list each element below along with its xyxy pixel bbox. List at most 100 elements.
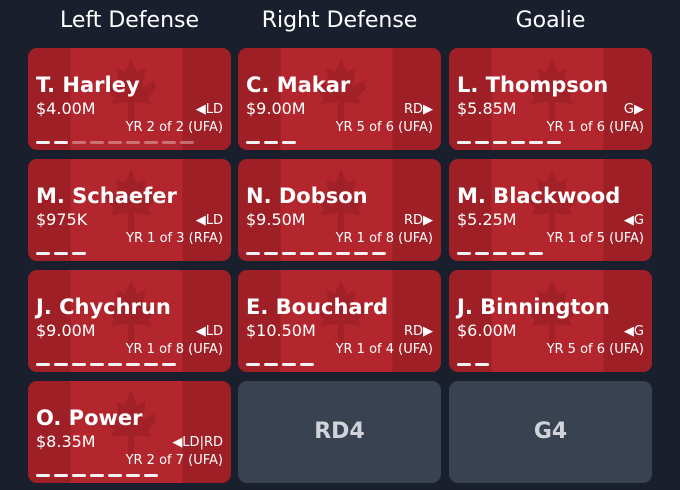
bar xyxy=(126,363,140,366)
player-card[interactable]: M. Schaefer $975K ◀LD YR 1 of 3 (RFA) xyxy=(28,159,231,261)
bar-dim xyxy=(90,141,104,144)
contract: YR 1 of 8 (UFA) xyxy=(125,342,223,357)
bar xyxy=(529,252,543,255)
contract: YR 1 of 5 (UFA) xyxy=(546,231,644,246)
player-name: M. Schaefer xyxy=(36,184,177,208)
maple-leaf xyxy=(525,167,579,237)
bar xyxy=(36,141,50,144)
player-card[interactable]: N. Dobson $9.50M RD▶ YR 1 of 8 (UFA) xyxy=(238,159,441,261)
player-card[interactable]: J. Binnington $6.00M ◀G YR 5 of 6 (UFA) xyxy=(449,270,652,372)
bar-dim xyxy=(144,141,158,144)
salary: $9.00M xyxy=(246,99,306,118)
contract: YR 5 of 6 (UFA) xyxy=(546,342,644,357)
maple-leaf xyxy=(314,56,368,126)
salary: $9.50M xyxy=(246,210,306,229)
player-name: T. Harley xyxy=(36,73,140,97)
player-card[interactable]: L. Thompson $5.85M G▶ YR 1 of 6 (UFA) xyxy=(449,48,652,150)
slot-label: RD4 xyxy=(314,419,365,444)
salary: $8.35M xyxy=(36,432,96,451)
bar xyxy=(336,252,350,255)
bar xyxy=(372,252,386,255)
player-name: J. Chychrun xyxy=(36,295,171,319)
bar xyxy=(475,363,489,366)
bar xyxy=(300,363,314,366)
contract: YR 5 of 6 (UFA) xyxy=(335,120,433,135)
player-name: M. Blackwood xyxy=(457,184,621,208)
bar xyxy=(72,363,86,366)
bar xyxy=(54,141,68,144)
player-name: N. Dobson xyxy=(246,184,368,208)
bar-dim xyxy=(126,141,140,144)
bar xyxy=(144,363,158,366)
bar xyxy=(72,474,86,477)
bar xyxy=(264,141,278,144)
bar xyxy=(457,363,471,366)
contract-bars xyxy=(457,363,489,366)
bar xyxy=(54,252,68,255)
contract-bars xyxy=(36,363,176,366)
salary: $6.00M xyxy=(457,321,517,340)
contract-bars xyxy=(36,474,158,477)
player-card[interactable]: O. Power $8.35M ◀LD|RD YR 2 of 7 (UFA) xyxy=(28,381,231,483)
bar xyxy=(264,363,278,366)
bar xyxy=(457,141,471,144)
bar xyxy=(246,363,260,366)
contract: YR 1 of 8 (UFA) xyxy=(335,231,433,246)
bar xyxy=(54,363,68,366)
bar xyxy=(246,252,260,255)
column-title: Goalie xyxy=(515,8,586,33)
position: RD▶ xyxy=(403,213,433,228)
contract: YR 2 of 7 (UFA) xyxy=(125,453,223,468)
maple-leaf xyxy=(525,278,579,348)
bar xyxy=(36,363,50,366)
bar xyxy=(511,252,525,255)
player-name: O. Power xyxy=(36,406,143,430)
salary: $5.25M xyxy=(457,210,517,229)
bar xyxy=(300,252,314,255)
position: RD▶ xyxy=(403,324,433,339)
salary: $9.00M xyxy=(36,321,96,340)
bar xyxy=(475,252,489,255)
contract-bars xyxy=(457,252,543,255)
bar xyxy=(318,252,332,255)
contract-bars xyxy=(457,141,561,144)
contract-bars xyxy=(246,141,296,144)
bar-dim xyxy=(180,141,194,144)
bar-dim xyxy=(72,141,86,144)
player-card[interactable]: J. Chychrun $9.00M ◀LD YR 1 of 8 (UFA) xyxy=(28,270,231,372)
bar xyxy=(493,141,507,144)
empty-slot[interactable]: RD4 xyxy=(238,381,441,483)
player-card[interactable]: C. Makar $9.00M RD▶ YR 5 of 6 (UFA) xyxy=(238,48,441,150)
position: ◀LD|RD xyxy=(172,435,223,450)
bar xyxy=(72,252,86,255)
bar xyxy=(108,363,122,366)
bar xyxy=(354,252,368,255)
contract-bars xyxy=(246,252,386,255)
position: ◀G xyxy=(623,213,644,228)
bar xyxy=(282,252,296,255)
player-card[interactable]: M. Blackwood $5.25M ◀G YR 1 of 5 (UFA) xyxy=(449,159,652,261)
position: RD▶ xyxy=(403,102,433,117)
position: ◀LD xyxy=(195,213,223,228)
bar xyxy=(126,474,140,477)
bar xyxy=(54,474,68,477)
contract-bars xyxy=(36,252,86,255)
maple-leaf xyxy=(104,56,158,126)
bar xyxy=(108,474,122,477)
contract-bars xyxy=(246,363,314,366)
maple-leaf xyxy=(104,389,158,459)
bar xyxy=(36,474,50,477)
player-name: L. Thompson xyxy=(457,73,609,97)
bar xyxy=(144,474,158,477)
position: ◀G xyxy=(623,324,644,339)
player-name: C. Makar xyxy=(246,73,351,97)
player-name: J. Binnington xyxy=(457,295,610,319)
contract: YR 2 of 2 (UFA) xyxy=(125,120,223,135)
empty-slot[interactable]: G4 xyxy=(449,381,652,483)
bar xyxy=(246,141,260,144)
player-card[interactable]: E. Bouchard $10.50M RD▶ YR 1 of 4 (UFA) xyxy=(238,270,441,372)
player-card[interactable]: T. Harley $4.00M ◀LD YR 2 of 2 (UFA) xyxy=(28,48,231,150)
bar xyxy=(547,141,561,144)
contract-bars xyxy=(36,141,194,144)
